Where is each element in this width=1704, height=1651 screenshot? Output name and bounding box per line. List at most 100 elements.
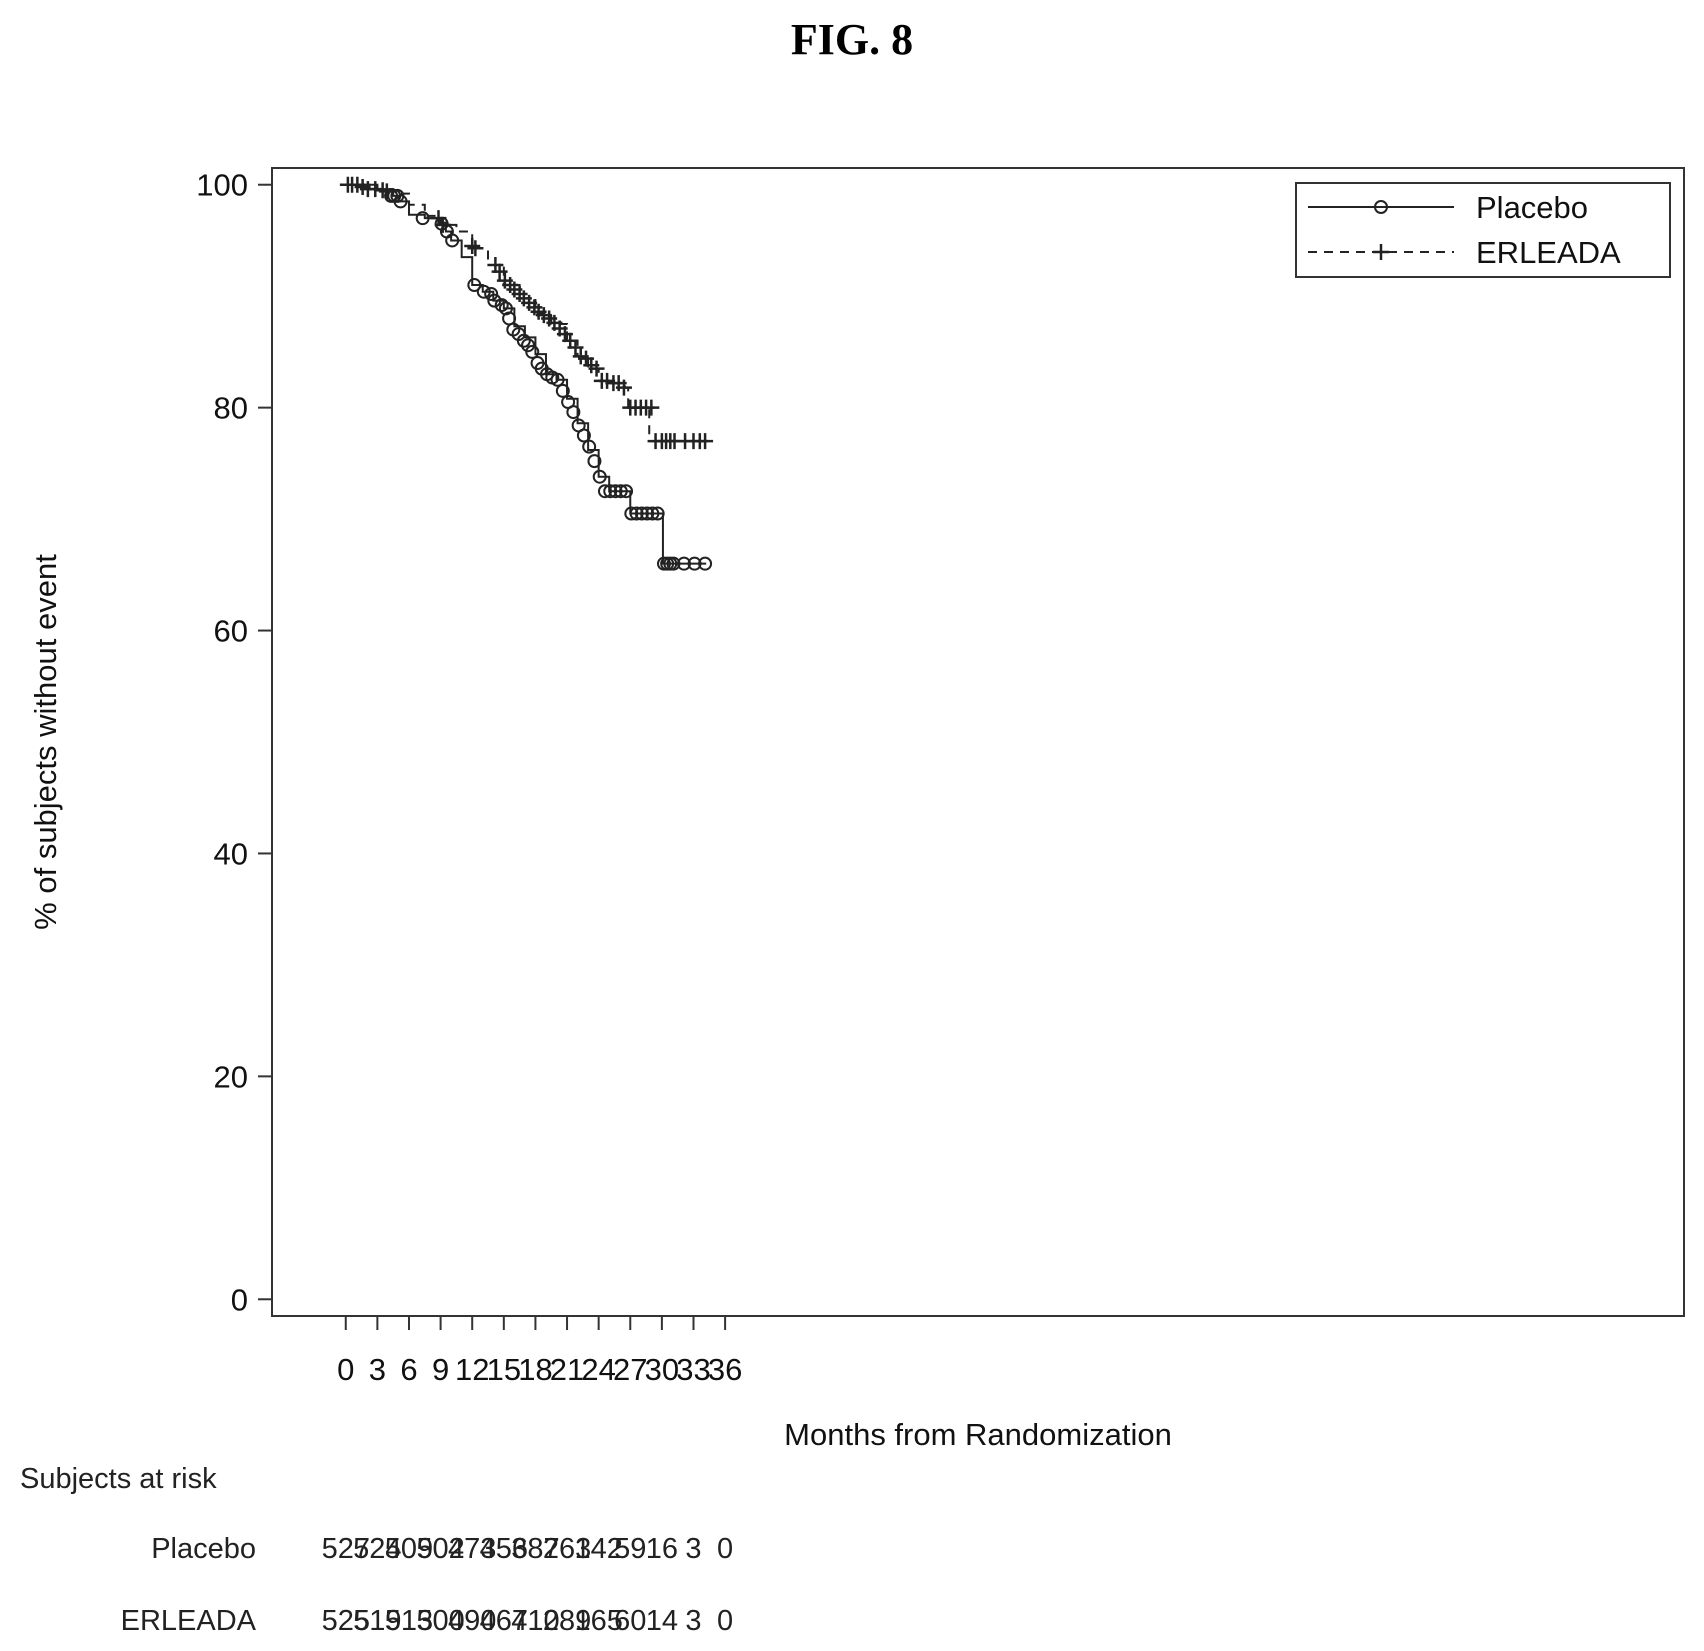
risk-value: 500 xyxy=(416,1605,464,1637)
legend-erleada-label: ERLEADA xyxy=(1476,235,1621,270)
placebo-censor-marker xyxy=(629,506,644,521)
placebo-censor-marker xyxy=(555,383,570,398)
placebo-censor-marker xyxy=(634,506,649,521)
y-tick-label: 60 xyxy=(214,614,248,649)
placebo-censor-marker xyxy=(525,344,540,359)
placebo-censor-marker xyxy=(487,293,502,308)
placebo-censor-marker xyxy=(476,284,491,299)
placebo-censor-marker xyxy=(687,556,702,571)
placebo-censor-marker xyxy=(582,439,597,454)
placebo-censor-marker xyxy=(613,484,628,499)
erleada-censor-marker xyxy=(467,240,484,257)
y-tick-label: 40 xyxy=(214,836,248,871)
risk-value: 142 xyxy=(574,1533,622,1565)
risk-value: 60 xyxy=(614,1605,646,1637)
risk-row-label: ERLEADA xyxy=(121,1605,257,1637)
risk-value: 0 xyxy=(717,1605,733,1637)
risk-value: 509 xyxy=(385,1533,433,1565)
placebo-censor-marker xyxy=(677,556,692,571)
erleada-censor-marker xyxy=(378,183,395,200)
x-tick-label: 12 xyxy=(455,1352,489,1387)
plot-frame xyxy=(271,167,1685,1317)
placebo-censor-marker xyxy=(624,506,639,521)
placebo-censor-marker xyxy=(587,454,602,469)
y-tick-label: 0 xyxy=(231,1282,248,1317)
placebo-censor-marker xyxy=(592,469,607,484)
risk-value: 525 xyxy=(322,1605,370,1637)
y-tick-label: 20 xyxy=(214,1059,248,1094)
x-tick-label: 15 xyxy=(487,1352,521,1387)
erleada-censor-marker xyxy=(491,263,508,280)
series-layer xyxy=(339,176,714,571)
risk-value: 3 xyxy=(685,1605,701,1637)
x-tick-label: 24 xyxy=(581,1352,615,1387)
y-tick-label: 80 xyxy=(214,391,248,426)
x-tick-label: 33 xyxy=(676,1352,710,1387)
x-tick-label: 9 xyxy=(432,1352,449,1387)
risk-value: 519 xyxy=(353,1605,401,1637)
erleada-censor-marker xyxy=(588,360,605,377)
legend-box xyxy=(1295,182,1671,278)
erleada-censor-marker xyxy=(697,433,714,450)
risk-value: 473 xyxy=(448,1533,496,1565)
placebo-censor-marker xyxy=(666,556,681,571)
risk-value: 14 xyxy=(646,1605,678,1637)
placebo-censor-marker xyxy=(516,333,531,348)
risk-value: 387 xyxy=(511,1533,559,1565)
erleada-censor-marker xyxy=(434,216,451,233)
placebo-censor-marker xyxy=(698,556,713,571)
x-tick-label: 6 xyxy=(400,1352,417,1387)
risk-value: 490 xyxy=(448,1605,496,1637)
legend-placebo-label: Placebo xyxy=(1476,190,1588,225)
placebo-censor-marker xyxy=(650,506,665,521)
placebo-censor-marker xyxy=(608,484,623,499)
x-tick-label: 27 xyxy=(613,1352,647,1387)
x-tick-label: 21 xyxy=(550,1352,584,1387)
placebo-censor-marker xyxy=(566,405,581,420)
y-axis-title: % of subjects without event xyxy=(28,554,63,930)
placebo-censor-marker xyxy=(645,506,660,521)
risk-value: 263 xyxy=(543,1533,591,1565)
placebo-censor-marker xyxy=(445,233,460,248)
placebo-censor-marker xyxy=(576,428,591,443)
risk-value: 165 xyxy=(574,1605,622,1637)
placebo-censor-marker xyxy=(597,484,612,499)
erleada-censor-marker xyxy=(464,238,481,255)
figure-title: FIG. 8 xyxy=(790,15,914,64)
risk-value: 524 xyxy=(353,1533,401,1565)
risk-value: 456 xyxy=(480,1533,528,1565)
risk-value: 410 xyxy=(511,1605,559,1637)
risk-value: 502 xyxy=(416,1533,464,1565)
x-tick-label: 18 xyxy=(518,1352,552,1387)
placebo-censor-marker xyxy=(640,506,655,521)
x-tick-label: 30 xyxy=(645,1352,679,1387)
y-axis: 0 20 40 60 80 100 xyxy=(196,168,272,1317)
placebo-censor-marker xyxy=(415,211,430,226)
legend-erleada-marker xyxy=(1373,244,1389,260)
placebo-censor-marker xyxy=(494,298,509,313)
legend-placebo-marker xyxy=(1374,200,1388,214)
x-tick-label: 36 xyxy=(708,1352,742,1387)
risk-value: 289 xyxy=(543,1605,591,1637)
risk-value: 16 xyxy=(646,1533,678,1565)
risk-value: 59 xyxy=(614,1533,646,1565)
y-tick-label: 100 xyxy=(196,168,248,203)
placebo-censor-marker xyxy=(619,484,634,499)
x-tick-label: 0 xyxy=(337,1352,354,1387)
placebo-censor-marker xyxy=(467,278,482,293)
placebo-censor-marker xyxy=(393,194,408,209)
risk-value: 513 xyxy=(385,1605,433,1637)
risk-value: 3 xyxy=(685,1533,701,1565)
placebo-censor-marker xyxy=(603,484,618,499)
risk-value: 527 xyxy=(322,1533,370,1565)
erleada-censor-marker xyxy=(615,379,632,396)
x-tick-label: 3 xyxy=(369,1352,386,1387)
erleada-censor-marker xyxy=(567,339,584,356)
erleada-censor-marker xyxy=(643,399,660,416)
legend: Placebo ERLEADA xyxy=(1295,182,1671,278)
risk-row-label: Placebo xyxy=(151,1533,256,1565)
risk-value: 0 xyxy=(717,1533,733,1565)
